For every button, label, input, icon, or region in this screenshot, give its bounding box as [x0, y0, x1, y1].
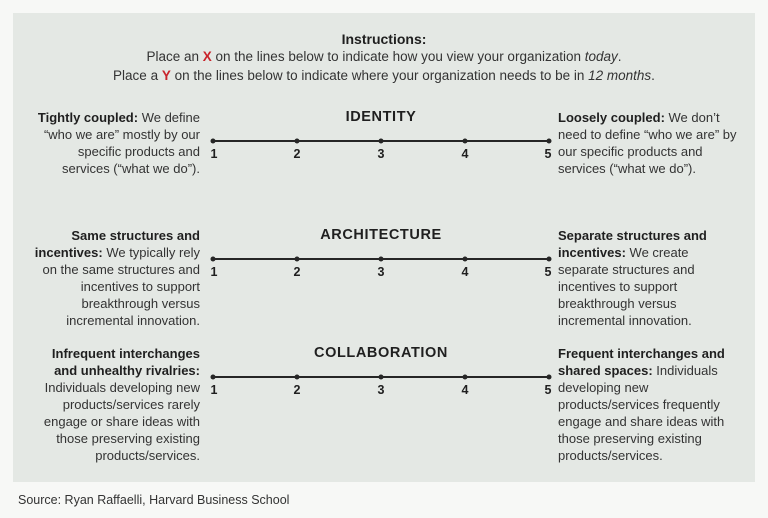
architecture-left-lead: Same structures and incentives:	[34, 228, 200, 260]
identity-scale-ticks: 1 2 3 4 5	[210, 146, 552, 162]
collaboration-right-text: Frequent interchanges and shared spaces:…	[558, 345, 740, 464]
marker-y: Y	[161, 67, 171, 83]
architecture-scale-title: ARCHITECTURE	[320, 227, 442, 243]
architecture-scale: ARCHITECTURE 1 2 3 4 5	[210, 227, 552, 280]
tick-label-5: 5	[544, 382, 552, 397]
instructions-line-2-mid: on the lines below to indicate where you…	[170, 67, 589, 83]
scale-point-5	[546, 256, 552, 262]
instructions-line-1-pre: Place an	[146, 49, 203, 64]
tick-label-4: 4	[461, 146, 469, 161]
scale-point-2	[294, 138, 300, 144]
identity-left-lead: Tightly coupled:	[37, 110, 139, 125]
architecture-left-body: We typically rely on the same structures…	[42, 245, 200, 328]
instructions-line-2-post: .	[651, 67, 655, 83]
architecture-scale-line	[210, 256, 552, 262]
tick-label-3: 3	[377, 264, 385, 279]
scale-point-3	[378, 374, 384, 380]
tick-label-1: 1	[210, 146, 218, 161]
collaboration-right-description: Frequent interchanges and shared spaces:…	[558, 345, 740, 464]
identity-right-description: Loosely coupled: We don’t need to define…	[558, 109, 740, 177]
scale-point-2	[294, 256, 300, 262]
instructions-line-1-mid: on the lines below to indicate how you v…	[211, 49, 585, 64]
collaboration-scale: COLLABORATION 1 2 3 4 5	[210, 345, 552, 398]
identity-right-text: Loosely coupled: We don’t need to define…	[558, 109, 740, 177]
instructions-block: Instructions: Place an X on the lines be…	[13, 30, 755, 85]
scale-point-4	[462, 138, 468, 144]
scale-row-identity: Tightly coupled: We define “who we are” …	[30, 109, 740, 177]
identity-right-body: We don’t need to define “who we are” by …	[558, 110, 737, 176]
scale-point-3	[378, 256, 384, 262]
architecture-right-text: Separate structures and incentives: We c…	[558, 227, 740, 329]
collaboration-right-lead: Frequent interchanges and shared spaces:	[558, 346, 725, 378]
identity-scale: IDENTITY 1 2 3 4 5	[210, 109, 552, 162]
marker-x: X	[202, 49, 212, 64]
identity-scale-title: IDENTITY	[345, 109, 417, 125]
instructions-line-1: Place an X on the lines below to indicat…	[13, 48, 755, 67]
scale-point-3	[378, 138, 384, 144]
collaboration-scale-ticks: 1 2 3 4 5	[210, 382, 552, 398]
collaboration-right-body: Individuals developing new products/serv…	[558, 363, 725, 463]
instructions-line-2-pre: Place a	[113, 67, 162, 83]
collaboration-left-lead: Infrequent interchanges and unhealthy ri…	[51, 346, 200, 378]
scale-point-1	[210, 256, 216, 262]
scale-row-architecture: Same structures and incentives: We typic…	[30, 227, 740, 329]
tick-label-5: 5	[544, 146, 552, 161]
tick-label-3: 3	[377, 382, 385, 397]
scale-point-5	[546, 374, 552, 380]
tick-label-2: 2	[293, 146, 301, 161]
tick-label-3: 3	[377, 146, 385, 161]
scale-point-4	[462, 374, 468, 380]
identity-right-lead: Loosely coupled:	[558, 110, 665, 125]
emphasis-12-months: 12 months	[588, 67, 652, 83]
identity-scale-line	[210, 138, 552, 144]
architecture-right-description: Separate structures and incentives: We c…	[558, 227, 740, 329]
tick-label-5: 5	[544, 264, 552, 279]
tick-label-2: 2	[293, 264, 301, 279]
collaboration-scale-line	[210, 374, 552, 380]
instructions-title: Instructions:	[341, 31, 427, 47]
tick-label-2: 2	[293, 382, 301, 397]
identity-left-body: We define “who we are” mostly by our spe…	[43, 110, 200, 176]
scale-point-1	[210, 138, 216, 144]
collaboration-scale-title: COLLABORATION	[314, 345, 448, 361]
emphasis-today: today	[584, 49, 618, 64]
scale-row-collaboration: Infrequent interchanges and unhealthy ri…	[30, 345, 740, 464]
instructions-line-1-post: .	[617, 49, 622, 64]
instructions-line-2: Place a Y on the lines below to indicate…	[13, 67, 755, 86]
architecture-scale-ticks: 1 2 3 4 5	[210, 264, 552, 280]
collaboration-left-text: Infrequent interchanges and unhealthy ri…	[30, 345, 200, 464]
tick-label-1: 1	[210, 264, 218, 279]
architecture-right-body: We create separate structures and incent…	[558, 245, 695, 328]
scale-point-1	[210, 374, 216, 380]
worksheet-panel: Instructions: Place an X on the lines be…	[13, 13, 755, 482]
identity-left-text: Tightly coupled: We define “who we are” …	[30, 109, 200, 177]
tick-label-1: 1	[210, 382, 218, 397]
collaboration-left-description: Infrequent interchanges and unhealthy ri…	[30, 345, 200, 464]
identity-left-description: Tightly coupled: We define “who we are” …	[30, 109, 200, 177]
scale-point-5	[546, 138, 552, 144]
collaboration-left-body: Individuals developing new products/serv…	[43, 380, 200, 463]
architecture-right-lead: Separate structures and incentives:	[558, 228, 707, 260]
source-credit: Source: Ryan Raffaelli, Harvard Business…	[18, 493, 290, 507]
architecture-left-text: Same structures and incentives: We typic…	[30, 227, 200, 329]
tick-label-4: 4	[461, 382, 469, 397]
architecture-left-description: Same structures and incentives: We typic…	[30, 227, 200, 329]
tick-label-4: 4	[461, 264, 469, 279]
scale-point-2	[294, 374, 300, 380]
scale-point-4	[462, 256, 468, 262]
